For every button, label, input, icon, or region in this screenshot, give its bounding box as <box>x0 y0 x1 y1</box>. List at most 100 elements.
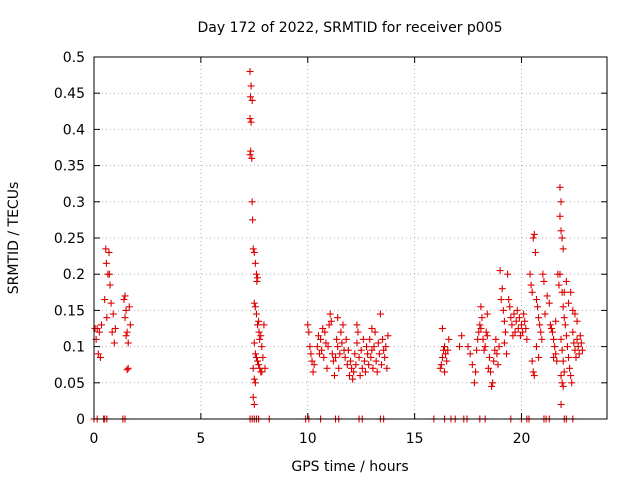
data-point <box>475 328 483 336</box>
data-point <box>94 350 102 358</box>
data-point <box>509 332 517 340</box>
data-point <box>255 317 263 325</box>
data-point <box>353 339 361 347</box>
data-point <box>493 350 501 358</box>
data-point <box>476 321 484 329</box>
data-point <box>482 328 490 336</box>
data-point <box>532 296 540 304</box>
data-point <box>570 339 578 347</box>
data-point <box>255 328 263 336</box>
data-point <box>103 314 111 322</box>
data-point <box>382 343 390 351</box>
data-point <box>563 343 571 351</box>
data-point <box>314 332 322 340</box>
data-point <box>512 317 520 325</box>
x-tick-label: 15 <box>406 431 424 447</box>
data-point <box>366 335 374 343</box>
data-point <box>252 353 260 361</box>
data-points <box>90 67 586 423</box>
data-point <box>248 154 256 162</box>
data-point <box>547 325 555 332</box>
data-point <box>347 357 354 365</box>
data-point <box>251 259 259 267</box>
data-point <box>572 353 580 361</box>
data-point <box>565 353 573 361</box>
data-point <box>345 372 353 380</box>
chart-title: Day 172 of 2022, SRMTID for receiver p00… <box>197 20 502 36</box>
data-point <box>351 350 359 358</box>
data-point <box>120 296 128 304</box>
data-point <box>250 299 258 307</box>
data-point <box>499 306 507 314</box>
data-point <box>105 270 113 278</box>
data-point <box>93 325 101 332</box>
data-point <box>352 361 360 369</box>
data-point <box>254 274 262 282</box>
data-point <box>477 303 485 311</box>
data-point <box>258 368 266 376</box>
data-point <box>261 364 269 372</box>
data-point <box>495 343 503 351</box>
data-point <box>561 321 569 329</box>
data-point <box>108 328 116 336</box>
data-point <box>363 343 371 351</box>
data-point <box>555 281 563 289</box>
data-point <box>317 335 325 343</box>
data-point <box>532 343 540 351</box>
data-point <box>102 259 110 267</box>
data-point <box>372 357 380 365</box>
data-point <box>260 321 268 329</box>
data-point <box>505 296 513 304</box>
data-point <box>567 372 575 380</box>
data-point <box>126 321 134 329</box>
y-tick-label: 0.35 <box>54 159 85 175</box>
data-point <box>124 339 132 347</box>
data-point <box>571 310 579 318</box>
data-point <box>333 335 341 343</box>
data-point <box>569 306 577 314</box>
data-point <box>377 361 385 369</box>
data-point <box>481 343 489 351</box>
data-point <box>578 346 586 354</box>
x-tick-label: 5 <box>196 431 205 447</box>
data-point <box>369 364 377 372</box>
data-point <box>364 350 372 358</box>
data-point <box>487 368 495 376</box>
data-point <box>519 328 527 336</box>
data-point <box>540 277 548 285</box>
data-point <box>368 346 376 354</box>
data-point <box>383 364 391 372</box>
data-point <box>483 310 491 318</box>
data-point <box>494 361 502 369</box>
data-point <box>550 353 558 361</box>
data-point <box>322 339 330 347</box>
data-point <box>109 310 117 318</box>
data-point <box>541 310 549 318</box>
data-point <box>496 267 504 275</box>
data-point <box>464 343 472 351</box>
data-point <box>252 310 260 318</box>
data-point <box>441 368 449 376</box>
data-point <box>507 314 515 322</box>
data-point <box>504 270 512 278</box>
data-point <box>305 328 313 336</box>
data-point <box>379 335 387 343</box>
data-point <box>250 248 258 256</box>
data-point <box>358 364 366 372</box>
data-point <box>121 292 129 300</box>
data-point <box>556 183 564 191</box>
data-point <box>506 303 514 311</box>
data-point <box>559 245 567 253</box>
data-point <box>361 368 369 376</box>
data-point <box>249 216 257 224</box>
x-tick-label: 0 <box>90 431 99 447</box>
data-point <box>339 321 347 329</box>
data-point <box>111 325 119 332</box>
data-point <box>249 393 257 401</box>
data-point <box>334 314 342 322</box>
data-point <box>500 317 508 325</box>
data-point <box>375 350 383 358</box>
data-point <box>557 372 565 380</box>
data-point <box>526 270 534 278</box>
data-point <box>365 361 373 369</box>
